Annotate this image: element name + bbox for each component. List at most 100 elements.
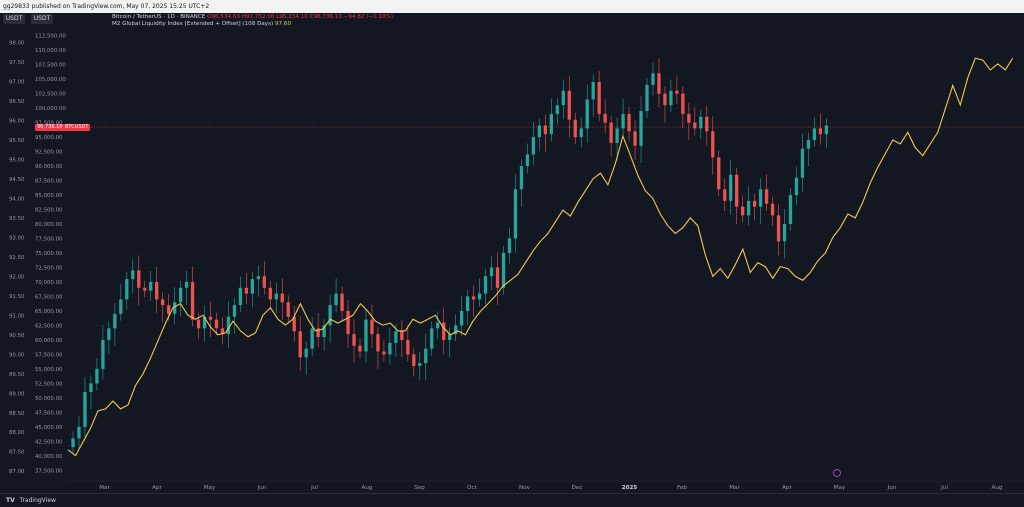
time-axis: Mar Apr May Jun Jul Aug Sep Oct Nov Dec 2025 Feb Mar… (99, 485, 1003, 491)
candle-body (537, 125, 542, 138)
btc-legend-title: Bitcoin / TetherUS · 1D · BINANCE (112, 14, 206, 20)
btc-candle (669, 79, 673, 113)
candle-body (442, 322, 446, 340)
candle-body (412, 354, 416, 366)
right-axis-ticks: 112,500.00 110,000.00 107,500.00 105,000.00… (35, 34, 66, 475)
time-axis-label: Aug (362, 485, 373, 491)
btc-candle (603, 98, 607, 134)
btc-candle (184, 270, 189, 306)
right-axis-tick-label: 50,000.00 (35, 396, 63, 402)
right-axis-tick-label: 107,500.00 (35, 63, 66, 69)
left-axis-tick-label: 96.00 (9, 119, 25, 125)
time-axis-label: May (204, 485, 216, 491)
btc-candle (507, 227, 512, 264)
btc-candle (454, 314, 458, 342)
event-marker-icon[interactable] (833, 469, 841, 477)
btc-candle (208, 301, 213, 338)
btc-candle (304, 341, 308, 375)
right-scale-unit[interactable]: USDT (31, 14, 53, 24)
btc-candle (376, 327, 380, 369)
right-axis-tick-label: 65,000.00 (35, 309, 63, 315)
candle-body (448, 334, 452, 340)
candle-body (717, 157, 721, 190)
candle-body (424, 348, 428, 364)
btc-candle (412, 347, 416, 377)
right-axis-tick-label: 72,500.00 (35, 265, 63, 271)
candle-body (615, 128, 619, 143)
candle-body (340, 293, 344, 311)
time-axis-label: Feb (677, 485, 687, 491)
btc-candle (501, 246, 506, 295)
candle-body (489, 267, 494, 277)
left-scale-unit[interactable]: USDT (3, 14, 25, 24)
candle-body (483, 276, 488, 294)
btc-candle (394, 324, 398, 357)
btc-candle (788, 188, 793, 231)
candle-body (262, 276, 266, 288)
btc-candle (621, 98, 625, 136)
btc-candle (202, 305, 207, 343)
chart-canvas[interactable]: 98.00 97.50 97.00 96.50 96.00 95.50 95.00 94.50… (0, 13, 1024, 493)
btc-candle (495, 252, 500, 306)
candle-body (304, 348, 308, 358)
candle-body (501, 253, 506, 288)
candle-body (543, 125, 547, 135)
btc-candle (764, 174, 769, 211)
candle-body (232, 305, 237, 317)
candle-body (292, 316, 296, 332)
left-axis-tick-label: 89.00 (9, 391, 25, 397)
btc-candle (806, 133, 811, 167)
candle-body (280, 293, 284, 303)
btc-candle (471, 285, 476, 317)
candle-body (400, 331, 404, 340)
m2-legend-row[interactable]: M2 Global Liquidity Index [Extended + Of… (112, 21, 393, 28)
btc-candle (519, 159, 524, 207)
candle-body (220, 328, 225, 335)
time-axis-label: Apr (152, 485, 162, 491)
right-axis-tick-label: 55,000.00 (35, 367, 63, 373)
candle-body (196, 319, 201, 329)
btc-candle (352, 319, 356, 364)
grid-lines (66, 27, 1024, 479)
btc-candle (747, 185, 751, 226)
right-axis-tick-label: 95,000.00 (35, 135, 63, 141)
candle-body (627, 113, 631, 132)
candle-body (573, 119, 577, 138)
right-axis-tick-label: 102,500.00 (35, 92, 66, 98)
right-axis-tick-label: 77,500.00 (35, 237, 63, 243)
candle-body (334, 293, 338, 306)
candle-body (460, 310, 464, 326)
btc-candle (101, 324, 105, 380)
btc-candle (812, 117, 817, 147)
candle-body (711, 131, 715, 158)
candle-body (250, 279, 255, 294)
chart-frame[interactable]: 98.00 97.50 97.00 96.50 96.00 95.50 95.00 94.50… (0, 13, 1024, 493)
time-axis-label: Sep (414, 485, 425, 491)
left-axis-tick-label: 96.50 (9, 99, 25, 105)
candle-body (244, 287, 249, 294)
candle-body (525, 154, 530, 167)
left-axis-tick-label: 97.50 (9, 60, 25, 66)
candle-body (418, 363, 422, 366)
btc-candle (346, 299, 350, 349)
btc-candle (137, 255, 141, 306)
candle-body (328, 305, 332, 326)
left-axis-tick-label: 94.50 (9, 177, 25, 183)
btc-candle (633, 120, 637, 160)
candle-body (477, 293, 482, 300)
btc-candle (460, 295, 464, 336)
btc-candle (537, 118, 542, 152)
right-axis-tick-label: 87,500.00 (35, 179, 63, 185)
left-axis-tick-label: 98.00 (9, 41, 25, 47)
right-axis-tick-label: 112,500.00 (35, 34, 66, 40)
btc-legend-row[interactable]: Bitcoin / TetherUS · 1D · BINANCE O96,53… (112, 14, 393, 21)
btc-candle (388, 327, 392, 365)
candle-body (83, 392, 87, 427)
candle-body (214, 319, 219, 329)
candle-body (764, 189, 769, 204)
candle-body (657, 73, 661, 94)
btc-candle (609, 115, 613, 157)
candle-body (388, 342, 392, 355)
btc-candle (334, 278, 338, 313)
candle-body (436, 322, 440, 329)
